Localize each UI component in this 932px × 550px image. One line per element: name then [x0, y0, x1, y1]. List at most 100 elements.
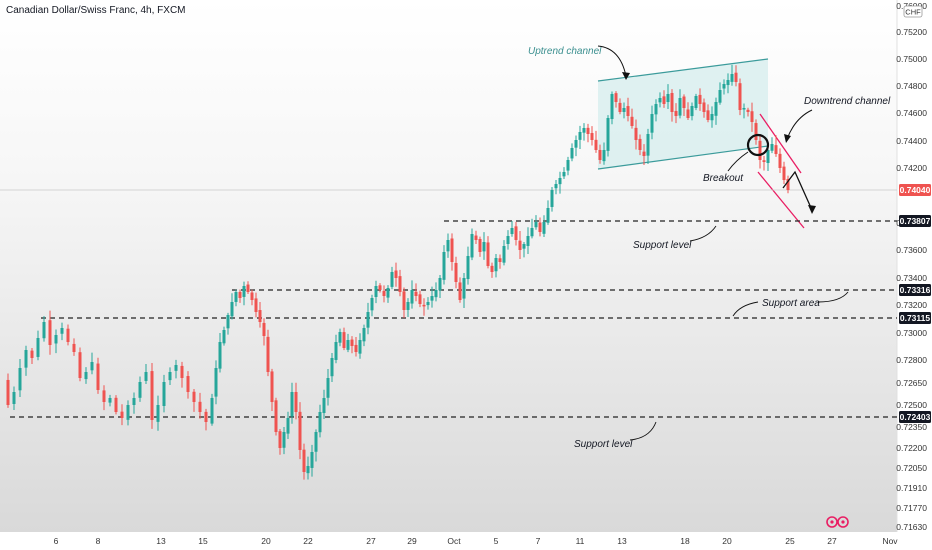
- candle-body: [674, 110, 678, 116]
- candle-body: [778, 153, 782, 168]
- candle-body: [60, 328, 64, 334]
- candle-body: [786, 178, 790, 190]
- price-tick-label: 0.74600: [896, 108, 927, 118]
- candle-body: [330, 358, 334, 377]
- candle-body: [766, 150, 770, 164]
- candle-body: [546, 208, 550, 223]
- price-tick-label: 0.71630: [896, 522, 927, 532]
- current-price-tag: 0.74040: [900, 185, 931, 195]
- candle-body: [262, 322, 266, 336]
- time-tick-label: 18: [680, 536, 690, 546]
- candle-body: [578, 132, 582, 140]
- candle-body: [402, 291, 406, 310]
- candle-body: [36, 338, 40, 357]
- candle-body: [558, 178, 562, 185]
- candle-body: [618, 102, 622, 112]
- candle-body: [478, 238, 482, 252]
- candle-body: [642, 151, 646, 156]
- candle-body: [84, 372, 88, 380]
- candle-body: [346, 340, 350, 350]
- candle-body: [96, 363, 100, 390]
- candle-body: [162, 382, 166, 406]
- support-level-label-lower: Support level: [574, 439, 633, 450]
- candle-body: [226, 315, 230, 329]
- time-tick-label: Oct: [447, 536, 461, 546]
- candle-body: [358, 340, 362, 354]
- time-tick-label: 20: [722, 536, 732, 546]
- candle-body: [238, 291, 242, 298]
- time-axis-background: [0, 532, 897, 550]
- candle-body: [542, 222, 546, 234]
- candle-body: [370, 298, 374, 311]
- candle-body: [274, 400, 278, 432]
- candle-body: [526, 236, 530, 246]
- candle-body: [126, 405, 130, 420]
- uptrend-channel-arrow: [597, 45, 627, 77]
- candle-body: [326, 378, 330, 398]
- candle-body: [594, 139, 598, 150]
- candle-body: [466, 256, 470, 280]
- support-area-arrow-left: [732, 301, 759, 317]
- candle-body: [518, 240, 522, 250]
- level-price-tag-bg: [899, 312, 931, 324]
- candlestick-series: [6, 64, 790, 480]
- candle-body: [210, 398, 214, 424]
- candle-body: [502, 246, 506, 263]
- candle-body: [722, 84, 726, 89]
- candle-body: [530, 228, 534, 237]
- candle-body: [310, 452, 314, 468]
- time-tick-label: 5: [494, 536, 499, 546]
- support-area-arrow-right: [817, 291, 849, 303]
- time-tick-label: 20: [261, 536, 271, 546]
- candle-body: [394, 270, 398, 278]
- price-tick-label: 0.73000: [896, 328, 927, 338]
- time-tick-label: 8: [96, 536, 101, 546]
- candle-body: [574, 140, 578, 148]
- candle-body: [522, 244, 526, 249]
- candle-body: [342, 332, 346, 348]
- candle-body: [762, 160, 766, 162]
- candle-body: [414, 291, 418, 296]
- candle-body: [398, 276, 402, 292]
- level-price-tag: 0.73316: [900, 285, 931, 295]
- downtrend-channel-top: [759, 113, 802, 174]
- candle-body: [746, 109, 750, 112]
- candle-body: [198, 401, 202, 412]
- candle-body: [250, 292, 254, 300]
- uptrend-channel-arrowhead: [622, 72, 630, 80]
- breakout-label: Breakout: [703, 173, 744, 184]
- currency-badge[interactable]: [903, 5, 923, 18]
- candle-body: [670, 92, 674, 112]
- price-tick-label: 0.75200: [896, 27, 927, 37]
- candle-body: [24, 350, 28, 368]
- time-tick-label: 13: [156, 536, 166, 546]
- time-tick-label: 27: [827, 536, 837, 546]
- candle-body: [658, 98, 662, 103]
- time-tick-label: 29: [407, 536, 417, 546]
- candle-body: [650, 114, 654, 133]
- candle-body: [454, 262, 458, 282]
- candle-body: [426, 302, 430, 306]
- candle-body: [418, 294, 422, 304]
- price-tick-label: 0.74400: [896, 136, 927, 146]
- candle-body: [730, 74, 734, 82]
- candle-body: [406, 302, 410, 310]
- time-tick-label: 11: [576, 536, 585, 546]
- candle-body: [294, 391, 298, 412]
- candle-body: [386, 288, 390, 298]
- time-tick-label: 6: [54, 536, 59, 546]
- candle-body: [258, 310, 262, 322]
- candle-body: [234, 292, 238, 302]
- candle-body: [622, 108, 626, 112]
- candle-body: [782, 166, 786, 180]
- candle-body: [758, 140, 762, 160]
- price-tick-label: 0.71910: [896, 483, 927, 493]
- candle-body: [586, 127, 590, 134]
- candle-body: [490, 265, 494, 272]
- candle-body: [770, 144, 774, 151]
- projection-path: [782, 170, 813, 211]
- candle-body: [246, 284, 250, 292]
- breakout-arrow: [727, 151, 749, 172]
- price-tick-label: 0.72350: [896, 422, 927, 432]
